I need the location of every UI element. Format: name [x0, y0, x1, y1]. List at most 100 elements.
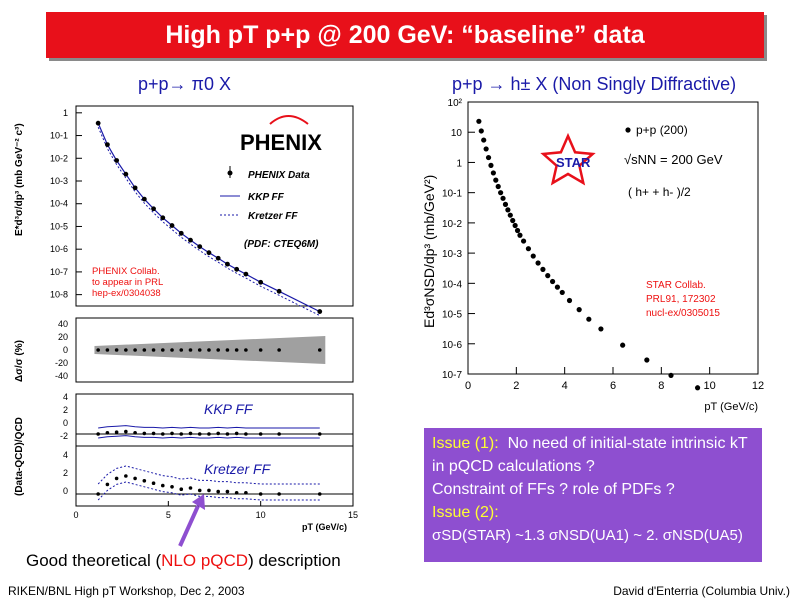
kkp-point — [317, 432, 322, 436]
kretzer-point — [317, 492, 322, 496]
phenix-point — [215, 255, 221, 261]
phenix-point — [317, 309, 323, 314]
kkp-point — [258, 432, 263, 436]
y-tick-label: 10² — [448, 98, 463, 109]
ratio-point — [142, 348, 147, 352]
kkp-panel-label: KKP FF — [204, 401, 254, 417]
star-point — [620, 342, 626, 348]
y-tick-label: 10-8 — [50, 290, 68, 300]
ratio-point — [151, 348, 156, 352]
kkp-point — [105, 431, 110, 435]
qcd-top-tick: 0 — [63, 418, 68, 428]
x-tick-label: 8 — [658, 380, 664, 392]
kretzer-point — [142, 479, 147, 483]
footer-left: RIKEN/BNL High pT Workshop, Dec 2, 2003 — [8, 584, 245, 598]
ratio-tick-label: -20 — [55, 358, 68, 368]
ratio-point — [133, 348, 137, 352]
phenix-ylabel: E*d³σ/dp³ (mb GeV⁻² c³) — [14, 123, 25, 236]
ratio-point — [258, 348, 263, 352]
qcd-top-tick: 2 — [63, 405, 68, 415]
qcd-top-tick: -2 — [60, 431, 68, 441]
phenix-point — [123, 171, 129, 177]
issue-line3: Constraint of FFs ? role of PDFs ? — [432, 481, 675, 498]
star-point — [512, 222, 518, 229]
star-point — [530, 253, 536, 259]
kretzer-point — [244, 491, 248, 495]
phenix-point — [258, 279, 264, 285]
y-tick-label: 10-5 — [442, 310, 462, 321]
y-tick-label: 10-4 — [50, 199, 68, 209]
ratio-ylabel: Δσ/σ (%) — [14, 340, 25, 382]
star-point — [644, 357, 650, 363]
y-tick-label: 10 — [451, 128, 463, 139]
x-tick-label: 15 — [348, 510, 358, 520]
phenix-point — [160, 215, 166, 221]
issue2-label: Issue (2): — [432, 504, 499, 521]
star-point — [485, 154, 492, 161]
left-heading: p+p→ π0 X — [138, 74, 231, 94]
qcd-bottom-tick: 2 — [63, 468, 68, 478]
x-tick-label: 0 — [465, 380, 471, 392]
x-tick-label: 2 — [513, 380, 519, 392]
kretzer-point — [225, 489, 230, 494]
x-tick-label: 5 — [166, 510, 171, 520]
pdf-note: (PDF: CTEQ6M) — [244, 239, 319, 250]
star-point — [520, 238, 527, 244]
bottom-note: Good theoretical (NLO pQCD) description — [26, 551, 341, 571]
issue2-text: σSD(STAR) ~1.3 σNSD(UA1) ~ 2. σNSD(UA5) — [432, 527, 743, 544]
star-point — [495, 183, 501, 190]
y-tick-label: 10-3 — [442, 249, 462, 260]
phenix-point — [141, 196, 147, 202]
star-point — [545, 273, 551, 279]
arrow-shaft — [178, 505, 200, 547]
kretzer-curve — [97, 127, 321, 317]
phenix-point — [132, 185, 138, 191]
ratio-point — [114, 348, 119, 352]
footer-right: David d'Enterria (Columbia Univ.) — [613, 584, 790, 598]
star-point — [502, 201, 509, 207]
phenix-point — [95, 120, 101, 126]
ratio-tick-label: 20 — [58, 332, 68, 342]
issue1-text: No need of initial-state intrinsic kT in… — [432, 435, 748, 475]
phenix-point — [188, 237, 193, 243]
collab-note: STAR Collab. — [646, 280, 706, 291]
y-tick-label: 10-4 — [442, 279, 462, 290]
x-tick-label: 6 — [610, 380, 616, 392]
y-tick-label: 10-1 — [442, 189, 462, 200]
phenix-point — [276, 288, 282, 294]
kretzer-point — [216, 489, 220, 494]
qcd-bottom-tick: 4 — [63, 450, 68, 460]
star-point — [505, 207, 511, 213]
kretzer-point — [124, 474, 128, 478]
kretzer-point — [258, 492, 263, 496]
star-point — [488, 162, 494, 168]
star-point — [540, 266, 546, 272]
kretzer-point — [188, 486, 193, 490]
legend-data: PHENIX Data — [248, 170, 310, 181]
ratio-point — [244, 348, 248, 352]
kretzer-panel-label: Kretzer FF — [204, 461, 272, 477]
star-point — [498, 190, 504, 196]
x-tick-label: 10 — [256, 510, 266, 520]
star-point — [535, 260, 541, 266]
y-tick-label: 10-2 — [442, 219, 462, 230]
phenix-point — [225, 261, 230, 267]
kkp-point — [188, 431, 193, 436]
kkp-point — [277, 432, 281, 436]
ratio-point — [216, 348, 220, 352]
qcd-ylabel: (Data-QCD)/QCD — [14, 417, 25, 496]
collab-note: nucl-ex/0305015 — [646, 308, 720, 319]
star-point — [490, 170, 496, 176]
star-logo: STAR — [556, 155, 591, 170]
ratio-tick-label: -40 — [55, 371, 68, 381]
ratio-tick-label: 0 — [63, 345, 68, 355]
y-tick-label: 10-7 — [442, 370, 462, 381]
star-point — [476, 118, 482, 124]
y-tick-label: 10-5 — [50, 221, 68, 231]
phenix-main-frame — [75, 105, 354, 307]
y-tick-label: 10-6 — [50, 244, 68, 254]
kkp-point — [96, 432, 100, 436]
phenix-point — [234, 266, 240, 272]
kkp-point — [197, 432, 202, 436]
ratio-point — [96, 348, 100, 352]
